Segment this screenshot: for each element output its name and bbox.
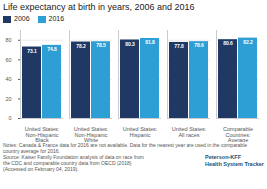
svg-text:United States:Non-HispanicBlac: United States:Non-HispanicBlack	[25, 126, 60, 142]
svg-text:United States:Hispanic: United States:Hispanic	[123, 126, 158, 138]
html-text:Peterson-KFF Health System Tra: Peterson-KFF Health System Tracker	[205, 154, 264, 167]
svg-text:74.8: 74.8	[47, 46, 57, 52]
svg-text:80: 80	[5, 37, 11, 43]
svg-text:ComparableCountries:Average: ComparableCountries:Average	[223, 126, 253, 142]
html-text:2016: 2016	[48, 15, 65, 22]
svg-text:80.3: 80.3	[125, 41, 135, 47]
svg-text:40: 40	[5, 76, 11, 82]
svg-text:0: 0	[8, 115, 11, 121]
html-text:Source: Kaiser Family Foundati: Source: Kaiser Family Foundation analysi…	[3, 154, 144, 172]
svg-text:20: 20	[5, 96, 11, 102]
html-text:Life expectancy at birth in ye: Life expectancy at birth in years, 2006 …	[3, 2, 195, 12]
svg-text:78.6: 78.6	[194, 42, 204, 48]
svg-text:73.1: 73.1	[27, 48, 37, 54]
svg-text:60: 60	[5, 57, 11, 63]
svg-text:80.6: 80.6	[223, 40, 233, 46]
html-text:2006: 2006	[14, 15, 30, 22]
svg-text:United States:All races: United States:All races	[172, 126, 207, 138]
svg-text:78.5: 78.5	[96, 42, 106, 48]
svg-text:78.2: 78.2	[76, 43, 86, 49]
html-text:Notes: Canada & France data fo: Notes: Canada & France data for 2016 are…	[3, 142, 247, 154]
svg-text:82.2: 82.2	[243, 39, 253, 45]
svg-text:81.8: 81.8	[145, 39, 155, 45]
svg-text:77.8: 77.8	[174, 43, 184, 49]
svg-text:United States:Non-HispanicWhit: United States:Non-HispanicWhite	[74, 126, 109, 142]
